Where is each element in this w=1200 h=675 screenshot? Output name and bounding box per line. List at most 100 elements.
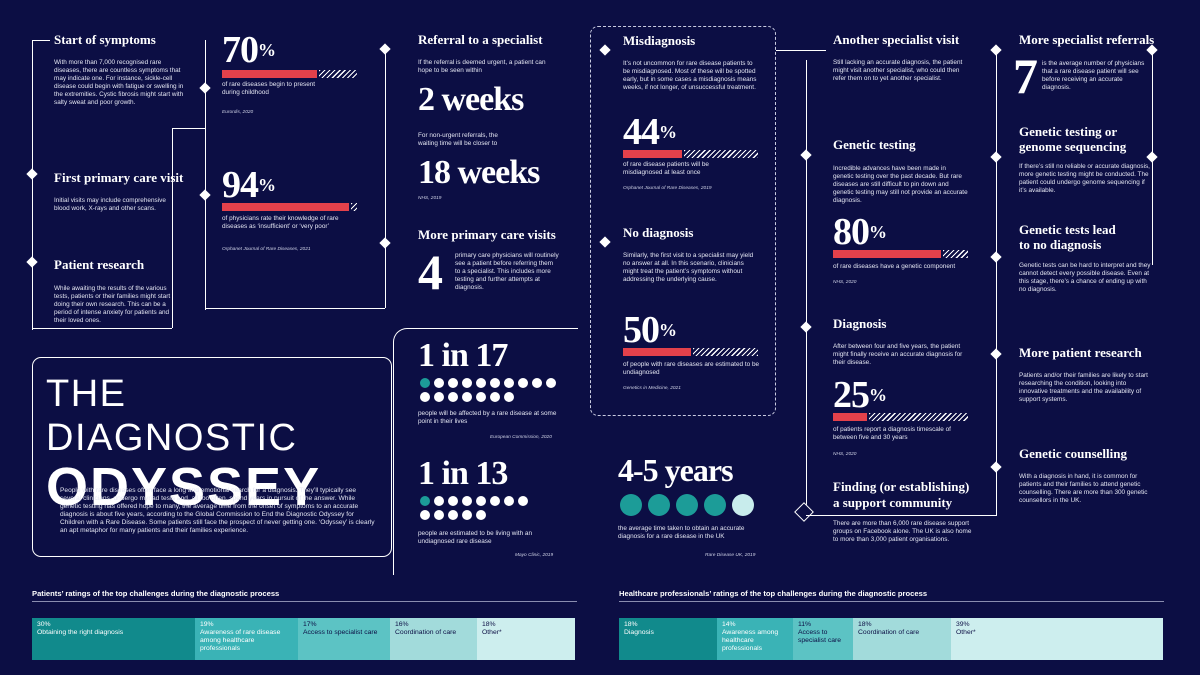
- chart-segment: 11% Access to specialist care: [793, 618, 853, 660]
- step-title-misdiagnosis: Misdiagnosis: [623, 33, 696, 48]
- step-marker: [26, 168, 38, 180]
- segment-label: Awareness of rare disease among healthca…: [200, 629, 281, 652]
- step-marker: [199, 189, 211, 201]
- step-title-research: Patient research: [54, 257, 145, 272]
- dot: [462, 378, 472, 388]
- step-marker: [199, 82, 211, 94]
- ratio-box: [393, 328, 578, 575]
- step-title-genome: Genetic testing or genome sequencing: [1019, 124, 1127, 154]
- years-source: Rare Disease UK, 2019: [705, 553, 756, 558]
- chart-title-patients: Patients’ ratings of the top challenges …: [32, 589, 280, 598]
- dot: [546, 378, 556, 388]
- stat-25-source: NHS, 2020: [833, 452, 857, 457]
- stat-94-source: Orphanet Journal of Rare Diseases, 2021: [222, 247, 311, 252]
- stat-50-text: of people with rare diseases are estimat…: [623, 361, 760, 376]
- stat-50-bar: [623, 348, 758, 356]
- years-text: the average time taken to obtain an accu…: [618, 525, 745, 540]
- step-title-no-diagnosis: No diagnosis: [623, 225, 694, 240]
- step-title-another: Another specialist visit: [833, 32, 960, 47]
- ratio-17: 1 in 17: [418, 337, 508, 374]
- dot: [434, 496, 444, 506]
- step-text-research: While awaiting the results of the variou…: [54, 285, 171, 324]
- chart-segment: 39% Other*: [951, 618, 1163, 660]
- step-marker: [379, 43, 391, 55]
- dot: [518, 378, 528, 388]
- segment-label: Other*: [482, 629, 502, 636]
- segment-label: Obtaining the right diagnosis: [37, 629, 124, 636]
- step-marker: [990, 151, 1002, 163]
- ratio-17-dots: [420, 378, 565, 402]
- ratio-13-text: people are estimated to be living with a…: [418, 530, 533, 545]
- segment-label: Access to specialist care: [303, 629, 378, 636]
- stat-70-text: of rare diseases begin to present during…: [222, 81, 316, 96]
- step-text-diagnosis: After between four and five years, the p…: [833, 343, 963, 366]
- chart-patients: 30% Obtaining the right diagnosis 19% Aware…: [32, 618, 576, 660]
- segment-value: 18%: [482, 621, 496, 628]
- stat-80: 80%: [833, 211, 887, 253]
- intro-text: People with rare diseases often face a l…: [60, 487, 375, 534]
- dot: [490, 392, 500, 402]
- chart-segment: 18% Other*: [477, 618, 575, 660]
- more-referrals-7: 7: [1013, 48, 1038, 104]
- chart-segment: 18% Coordination of care: [853, 618, 951, 660]
- misdiagnosis-box: [590, 26, 776, 416]
- chart-segment: 30% Obtaining the right diagnosis: [32, 618, 195, 660]
- referral-source: NHS, 2019: [418, 196, 442, 201]
- dot: [476, 392, 486, 402]
- title-line1: THE DIAGNOSTIC: [46, 373, 298, 459]
- chart-segment: 19% Awareness of rare disease among healt…: [195, 618, 298, 660]
- dot: [448, 496, 458, 506]
- step-title-no-dx: Genetic tests lead to no diagnosis: [1019, 222, 1116, 252]
- step-text-referral-1: If the referral is deemed urgent, a pati…: [418, 59, 546, 74]
- step-marker: [800, 321, 812, 333]
- segment-value: 39%: [956, 621, 970, 628]
- dot: [648, 494, 670, 516]
- dot: [462, 496, 472, 506]
- chart-segment: 16% Coordination of care: [390, 618, 477, 660]
- step-text-primary: Initial visits may include comprehensive…: [54, 197, 166, 212]
- segment-label: Access to specialist care: [798, 629, 842, 644]
- step-marker: [1146, 151, 1158, 163]
- segment-label: Other*: [956, 629, 976, 636]
- chart-professionals: 18% Diagnosis 14% Awareness among healthcar…: [619, 618, 1163, 660]
- segment-label: Coordination of care: [395, 629, 457, 636]
- step-text-misdiagnosis: It’s not uncommon for rare disease patie…: [623, 60, 757, 91]
- step-title-more-referrals: More specialist referrals: [1019, 32, 1155, 47]
- stat-80-source: NHS, 2020: [833, 280, 857, 285]
- stat-25-text: of patients report a diagnosis timescale…: [833, 426, 951, 441]
- ratio-13-dots: [420, 496, 540, 520]
- step-marker: [990, 348, 1002, 360]
- step-marker: [990, 461, 1002, 473]
- segment-value: 18%: [858, 621, 872, 628]
- segment-value: 17%: [303, 621, 317, 628]
- segment-label: Awareness among healthcare professionals: [722, 629, 779, 652]
- chart-segment: 18% Diagnosis: [619, 618, 717, 660]
- years-dots: [620, 494, 760, 516]
- stat-70-bar: [222, 70, 357, 78]
- stat-50: 50%: [623, 309, 677, 351]
- dot: [420, 510, 430, 520]
- step-title-support: Finding (or establishing) a support commu…: [833, 479, 970, 510]
- stat-70-source: Eurordis, 2020: [222, 110, 254, 115]
- dot: [434, 392, 444, 402]
- step-title-diagnosis: Diagnosis: [833, 316, 887, 331]
- step-text-symptoms: With more than 7,000 recognised rare dis…: [54, 59, 184, 106]
- chart-title-professionals: Healthcare professionals’ ratings of the…: [619, 589, 928, 598]
- segment-value: 11%: [798, 621, 812, 628]
- step-text-referral-2: For non-urgent referrals, the waiting ti…: [418, 132, 498, 147]
- dot: [420, 378, 430, 388]
- segment-label: Coordination of care: [858, 629, 920, 636]
- dot: [448, 378, 458, 388]
- stat-25: 25%: [833, 374, 887, 416]
- dot: [420, 392, 430, 402]
- step-title-symptoms: Start of symptoms: [54, 32, 156, 47]
- title-box: [32, 357, 392, 557]
- more-primary-4: 4: [418, 244, 443, 300]
- step-text-genome: If there’s still no reliable or accurate…: [1019, 163, 1150, 194]
- step-text-no-diagnosis: Similarly, the first visit to a speciali…: [623, 252, 754, 283]
- dot: [476, 510, 486, 520]
- stat-44: 44%: [623, 111, 677, 153]
- segment-value: 19%: [200, 621, 214, 628]
- step-title-referral: Referral to a specialist: [418, 32, 543, 47]
- ratio-13-source: Mayo Clinic, 2019: [515, 553, 554, 558]
